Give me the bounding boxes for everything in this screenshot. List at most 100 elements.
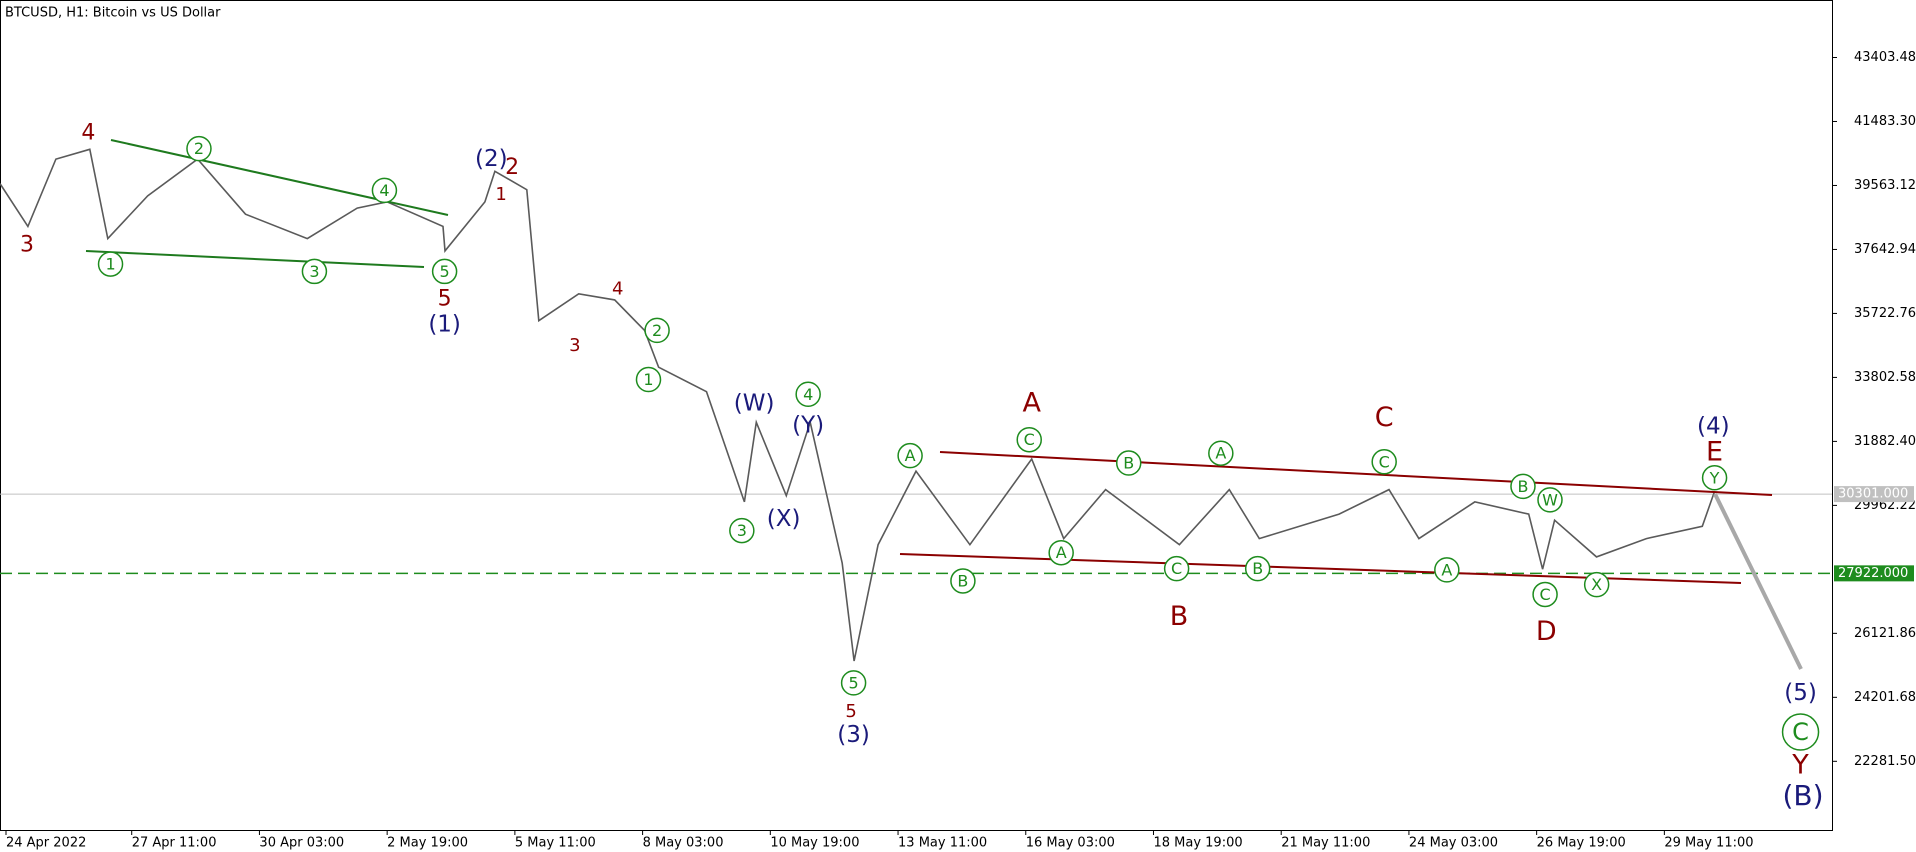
wave-circle: [1208, 440, 1234, 466]
wave-label: 5: [438, 286, 452, 311]
wave-label: (4): [1697, 414, 1730, 440]
wave-circle: [1048, 539, 1074, 566]
wave-circle: [840, 670, 867, 696]
wave-circle: [1016, 426, 1042, 453]
wave-label: C: [1379, 452, 1390, 471]
wave-circle: [186, 135, 212, 162]
x-tick-label: 29 May 11:00: [1664, 836, 1753, 851]
x-tick-label: 5 May 11:00: [515, 836, 596, 851]
x-tick-label: 18 May 19:00: [1153, 836, 1242, 851]
wave-label: (Y): [792, 412, 824, 438]
wave-label: (5): [1784, 680, 1817, 706]
wave-circle: [431, 258, 458, 285]
wave-label: C: [1375, 402, 1394, 433]
wave-circle: [635, 366, 662, 393]
wave-label: C: [1792, 718, 1809, 746]
forecast-line: [1713, 493, 1803, 670]
y-tick-label: 35722.760: [1854, 306, 1916, 321]
wave-label: A: [1441, 560, 1452, 579]
wave-circle: [1537, 487, 1563, 513]
wave-label: B: [1123, 454, 1134, 473]
wave-label: C: [1024, 430, 1035, 449]
price-label-box: [1834, 565, 1914, 582]
wave-circle: [795, 381, 821, 408]
trend-line: [110, 139, 449, 216]
wave-circle: [729, 517, 755, 544]
wave-label: B: [1170, 601, 1189, 632]
wave-circle: [1781, 713, 1820, 751]
wave-label: A: [1215, 444, 1226, 463]
wave-label: 4: [379, 181, 389, 200]
x-tick-label: 24 Apr 2022: [6, 836, 86, 851]
wave-circle: [1510, 473, 1536, 500]
wave-label: (B): [1782, 779, 1823, 812]
x-tick-label: 2 May 19:00: [387, 836, 468, 851]
x-tick-label: 30 Apr 03:00: [259, 836, 344, 851]
wave-circle: [1434, 557, 1460, 583]
wave-label: 2: [505, 155, 519, 180]
trend-line: [939, 451, 1773, 496]
wave-label: 4: [81, 121, 95, 146]
y-tick-label: 37642.940: [1854, 242, 1916, 257]
y-tick-label: 24201.680: [1854, 690, 1916, 705]
wave-label: (W): [734, 390, 775, 416]
wave-circle: [1115, 450, 1142, 476]
wave-circle: [897, 442, 923, 469]
wave-label: 3: [309, 262, 319, 281]
wave-circle: [371, 177, 398, 204]
price-label: 27922.000: [1838, 566, 1908, 581]
wave-label: 1: [105, 255, 115, 274]
wave-label: 1: [495, 184, 506, 205]
wave-label: 2: [194, 139, 204, 158]
x-tick-label: 10 May 19:00: [770, 836, 859, 851]
x-tick-label: 21 May 11:00: [1281, 836, 1370, 851]
x-tick-label: 16 May 03:00: [1026, 836, 1115, 851]
wave-label: 1: [643, 370, 653, 389]
wave-label: C: [1171, 559, 1182, 578]
wave-circle: [1583, 571, 1610, 598]
wave-label: W: [1542, 490, 1558, 509]
wave-label: Y: [1709, 468, 1720, 487]
x-tick-label: 24 May 03:00: [1409, 836, 1498, 851]
x-tick-label: 27 Apr 11:00: [132, 836, 217, 851]
wave-label: 2: [652, 321, 662, 340]
wave-circle: [1532, 581, 1558, 608]
wave-label: 3: [569, 335, 580, 356]
wave-circle: [97, 251, 124, 277]
chart-title: BTCUSD, H1: Bitcoin vs US Dollar: [5, 6, 221, 21]
wave-circle: [950, 568, 976, 594]
price-line-series: [0, 148, 1716, 662]
wave-label: (1): [428, 312, 461, 338]
y-tick-label: 43403.480: [1854, 50, 1916, 65]
wave-label: 5: [849, 673, 859, 692]
wave-label: 4: [803, 385, 813, 404]
price-label: 30301.000: [1838, 487, 1908, 502]
wave-label: (2): [475, 146, 508, 172]
wave-circle: [1244, 555, 1271, 582]
trend-line: [85, 250, 425, 268]
wave-label: E: [1706, 436, 1723, 467]
wave-label: 3: [20, 232, 34, 257]
wave-label: B: [1252, 559, 1263, 578]
wave-label: (X): [767, 506, 801, 532]
wave-label: A: [905, 446, 916, 465]
wave-label: 4: [612, 279, 623, 300]
x-tick-label: 26 May 19:00: [1537, 836, 1626, 851]
x-tick-label: 8 May 03:00: [643, 836, 724, 851]
y-tick-label: 26121.860: [1854, 626, 1916, 641]
wave-label: X: [1591, 575, 1602, 594]
wave-label: C: [1539, 585, 1550, 604]
price-label-box: [1834, 486, 1914, 503]
y-tick-label: 31882.400: [1854, 434, 1916, 449]
wave-circle: [301, 258, 328, 285]
y-tick-label: 39563.120: [1854, 178, 1916, 193]
wave-label: 5: [440, 262, 450, 281]
y-tick-label: 33802.580: [1854, 370, 1916, 385]
wave-label: D: [1536, 616, 1557, 647]
wave-label: 5: [845, 701, 856, 722]
wave-label: B: [957, 571, 968, 590]
wave-label: A: [1022, 387, 1041, 418]
wave-circle: [1163, 555, 1190, 582]
